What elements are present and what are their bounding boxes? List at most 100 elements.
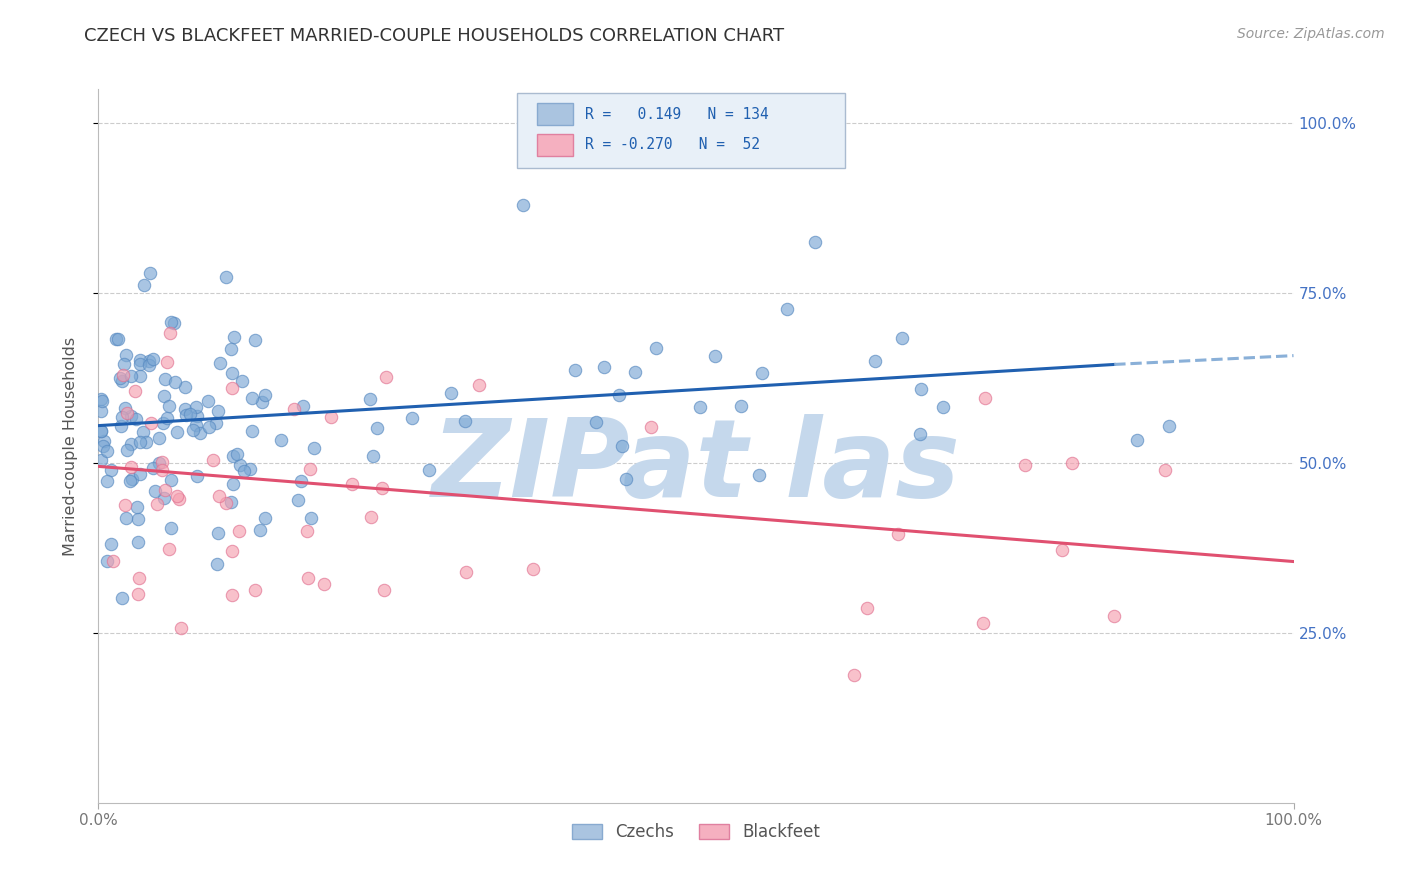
Point <box>142 461 165 475</box>
Point <box>166 489 188 503</box>
Point <box>522 562 544 576</box>
Point <box>114 401 136 416</box>
Point <box>910 427 932 442</box>
Point <box>110 419 132 434</box>
Point <box>776 302 799 317</box>
Text: CZECH VS BLACKFEET MARRIED-COUPLE HOUSEHOLDS CORRELATION CHART: CZECH VS BLACKFEET MARRIED-COUPLE HOUSEH… <box>84 27 785 45</box>
Point <box>138 354 160 368</box>
Point <box>165 375 187 389</box>
Point <box>614 472 637 486</box>
Point <box>197 420 219 434</box>
Point <box>240 392 263 406</box>
Point <box>221 544 243 558</box>
Point <box>138 358 160 372</box>
Point <box>120 369 142 384</box>
Point <box>468 378 491 392</box>
Point <box>153 491 176 506</box>
Point <box>297 571 319 585</box>
Point <box>512 198 534 212</box>
Point <box>111 591 134 605</box>
Point <box>128 353 150 368</box>
Point <box>221 477 243 491</box>
Point <box>645 341 668 355</box>
Point <box>304 441 326 455</box>
Point <box>607 387 630 401</box>
Point <box>150 455 173 469</box>
Point <box>188 425 211 440</box>
Point <box>270 433 292 447</box>
Y-axis label: Married-couple Households: Married-couple Households <box>63 336 77 556</box>
Point <box>159 521 181 535</box>
Point <box>132 425 155 439</box>
Point <box>100 537 122 551</box>
Point <box>932 400 955 414</box>
Point <box>1062 457 1084 471</box>
Point <box>179 407 201 421</box>
Point <box>401 411 423 425</box>
Point <box>231 374 253 388</box>
Point <box>224 329 246 343</box>
Point <box>205 557 228 571</box>
Point <box>153 389 176 403</box>
Point <box>1050 542 1073 557</box>
Point <box>128 571 150 585</box>
Point <box>371 481 394 495</box>
Point <box>90 424 112 438</box>
Point <box>689 400 711 414</box>
Point <box>249 523 271 537</box>
Point <box>115 348 138 362</box>
Point <box>910 382 932 396</box>
Point <box>90 392 112 406</box>
Point <box>135 434 157 449</box>
Point <box>207 525 229 540</box>
Point <box>887 526 910 541</box>
Point <box>90 424 112 438</box>
Point <box>363 450 385 464</box>
Point <box>96 474 118 488</box>
Point <box>1153 462 1175 476</box>
Point <box>297 524 319 539</box>
Point <box>593 359 616 374</box>
Point <box>243 583 266 598</box>
Point <box>101 554 124 568</box>
Point <box>142 352 165 367</box>
Point <box>107 332 129 346</box>
Point <box>891 331 914 345</box>
Point <box>1125 433 1147 447</box>
Point <box>96 444 118 458</box>
Point <box>219 342 242 356</box>
Point <box>640 420 662 434</box>
Point <box>319 409 342 424</box>
Point <box>222 449 245 463</box>
Point <box>159 315 181 329</box>
Point <box>129 357 152 371</box>
Point <box>127 511 149 525</box>
Point <box>120 459 142 474</box>
Point <box>90 403 112 417</box>
Point <box>112 368 135 382</box>
Point <box>146 497 169 511</box>
Point <box>205 416 228 430</box>
Point <box>156 411 179 425</box>
Point <box>804 235 827 249</box>
Point <box>292 400 315 414</box>
Point <box>856 601 879 615</box>
Point <box>360 510 382 524</box>
Point <box>863 353 886 368</box>
Point <box>228 524 250 539</box>
Point <box>197 394 219 409</box>
Point <box>139 417 162 431</box>
Point <box>186 409 208 423</box>
Point <box>254 510 277 524</box>
Point <box>359 392 381 407</box>
Point <box>91 394 114 409</box>
Point <box>240 424 263 438</box>
Point <box>115 443 138 458</box>
Point <box>157 400 180 414</box>
Text: ZIPat las: ZIPat las <box>432 415 960 520</box>
Point <box>564 363 586 377</box>
Point <box>110 371 132 385</box>
Point <box>366 421 388 435</box>
FancyBboxPatch shape <box>537 103 572 125</box>
Point <box>202 453 225 467</box>
